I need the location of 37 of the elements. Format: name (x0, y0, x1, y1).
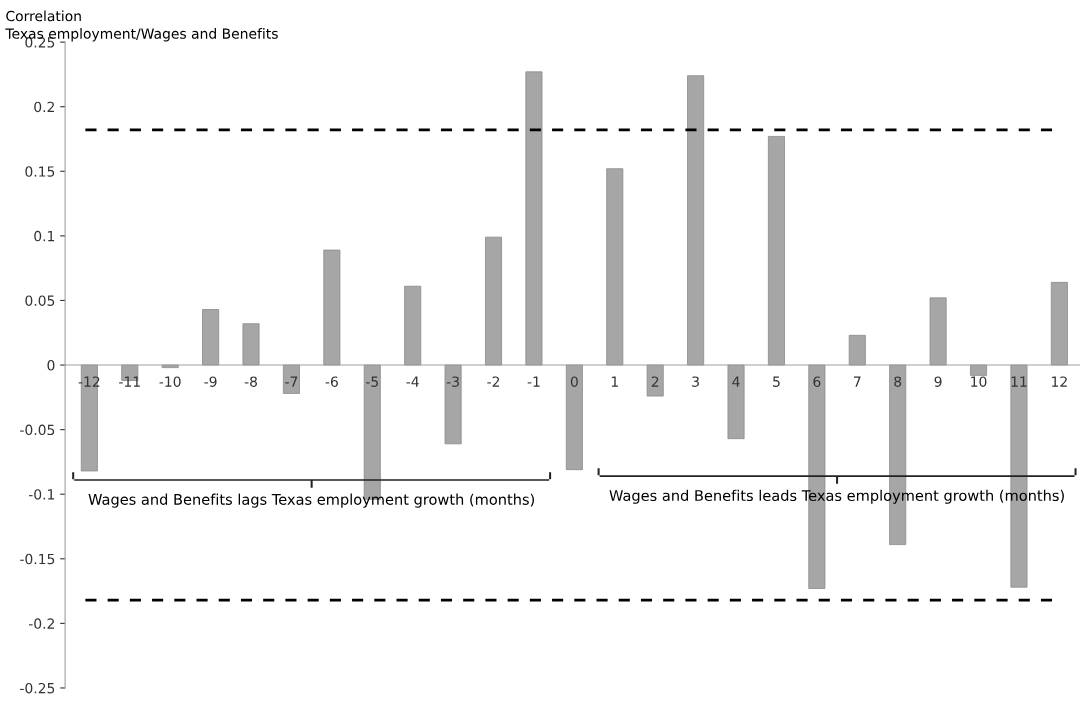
y-tick-label: -0.15 (20, 553, 55, 565)
y-tick-label: -0.1 (28, 489, 55, 500)
y-tick-label: 0.15 (25, 166, 55, 177)
x-tick-label: 8 (894, 376, 902, 387)
y-tick-label: 0.2 (34, 101, 54, 113)
x-tick-label: 4 (732, 376, 740, 387)
x-tick-label: -8 (244, 376, 257, 387)
x-tick-label: 12 (1052, 376, 1067, 387)
x-tick-label: -7 (285, 376, 298, 387)
x-tick-label: -11 (119, 376, 140, 387)
annotation: Wages and Benefits leads Texas employment growth (months) (609, 489, 1064, 504)
x-tick-label: 6 (813, 376, 821, 387)
chart-title: Correlation (6, 10, 81, 22)
annotation: Wages and Benefits lags Texas employment growth (months) (88, 493, 534, 508)
x-tick-label: 1 (611, 376, 618, 387)
y-tick-label: 0 (47, 360, 55, 371)
x-tick-label: -3 (446, 376, 459, 387)
x-tick-label: -10 (159, 376, 181, 387)
x-tick-label: 3 (692, 376, 699, 387)
x-tick-label: -4 (406, 376, 419, 387)
x-tick-label: 7 (854, 376, 861, 387)
x-tick-label: 9 (934, 376, 942, 387)
y-tick-label: 0.05 (25, 295, 55, 306)
x-tick-label: 2 (651, 376, 659, 387)
x-tick-label: -5 (366, 376, 378, 387)
x-tick-label: 11 (1011, 376, 1027, 387)
x-tick-label: -6 (325, 376, 338, 387)
y-tick-label: 0.1 (34, 230, 55, 242)
y-tick-label: -0.05 (20, 424, 55, 436)
y-tick-label: -0.25 (20, 682, 55, 694)
x-tick-label: 5 (773, 376, 780, 387)
x-tick-label: -1 (527, 376, 540, 387)
x-tick-label: 10 (971, 376, 987, 387)
x-tick-label: -2 (487, 376, 500, 387)
x-tick-label: 0 (570, 376, 578, 387)
x-tick-label: -9 (204, 376, 217, 387)
y-tick-label: -0.2 (28, 618, 54, 629)
